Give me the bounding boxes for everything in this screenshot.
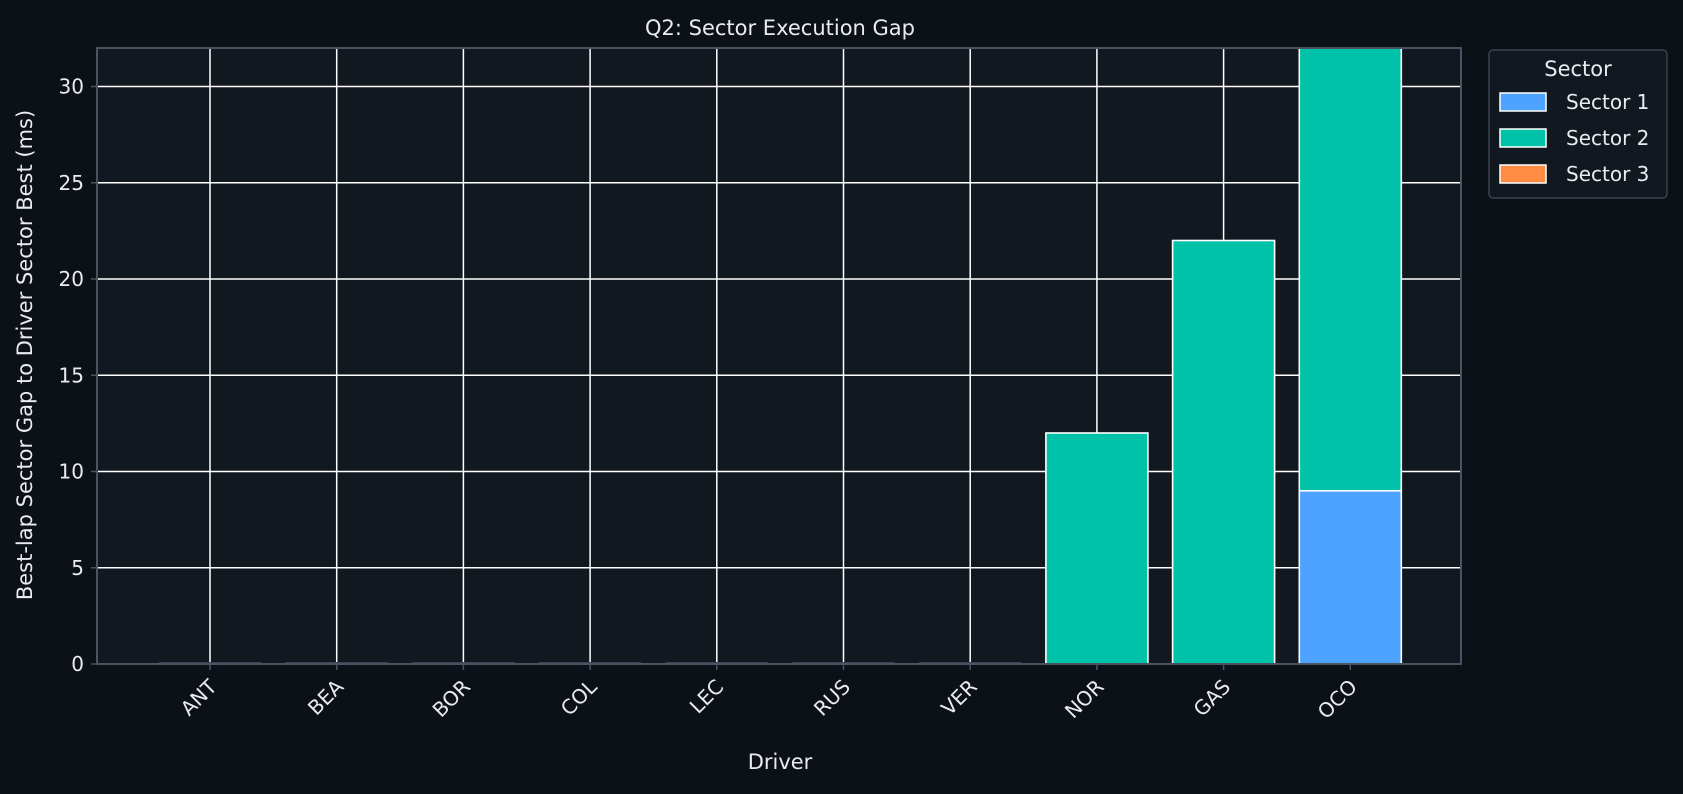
legend-label-sector-3: Sector 3 bbox=[1566, 162, 1649, 186]
legend: Sector Sector 1 Sector 2 Sector 3 bbox=[1488, 49, 1668, 199]
legend-box bbox=[1488, 49, 1668, 199]
legend-swatch-sector-2 bbox=[1499, 128, 1547, 148]
legend-label-sector-1: Sector 1 bbox=[1566, 90, 1649, 114]
y-axis-label: Best-lap Sector Gap to Driver Sector Bes… bbox=[13, 110, 37, 600]
legend-label-sector-2: Sector 2 bbox=[1566, 126, 1649, 150]
y-tick-label: 15 bbox=[59, 363, 84, 387]
x-axis-label: Driver bbox=[748, 750, 813, 774]
legend-items: Sector 1 Sector 2 Sector 3 bbox=[1499, 90, 1649, 186]
bar-oco-sector-2 bbox=[1298, 47, 1403, 492]
y-tick-label: 5 bbox=[71, 556, 84, 580]
bar-gas-sector-2 bbox=[1171, 239, 1276, 665]
legend-title: Sector bbox=[1544, 57, 1612, 81]
legend-swatch-sector-3 bbox=[1499, 164, 1547, 184]
y-tick-label: 30 bbox=[59, 75, 84, 99]
chart-title: Q2: Sector Execution Gap bbox=[645, 16, 915, 40]
legend-swatch-sector-1 bbox=[1499, 92, 1547, 112]
bars bbox=[159, 47, 1403, 665]
y-tick-label: 20 bbox=[59, 267, 84, 291]
plot-frame bbox=[96, 47, 1462, 665]
bar-oco-sector-1 bbox=[1298, 489, 1403, 665]
bar-nor-sector-2 bbox=[1045, 432, 1149, 665]
y-tick-label: 10 bbox=[59, 460, 84, 484]
y-tick-label: 25 bbox=[59, 171, 84, 195]
y-axis-ticks: 0 5 10 15 20 25 30 bbox=[59, 75, 97, 676]
y-tick-label: 0 bbox=[71, 652, 84, 676]
